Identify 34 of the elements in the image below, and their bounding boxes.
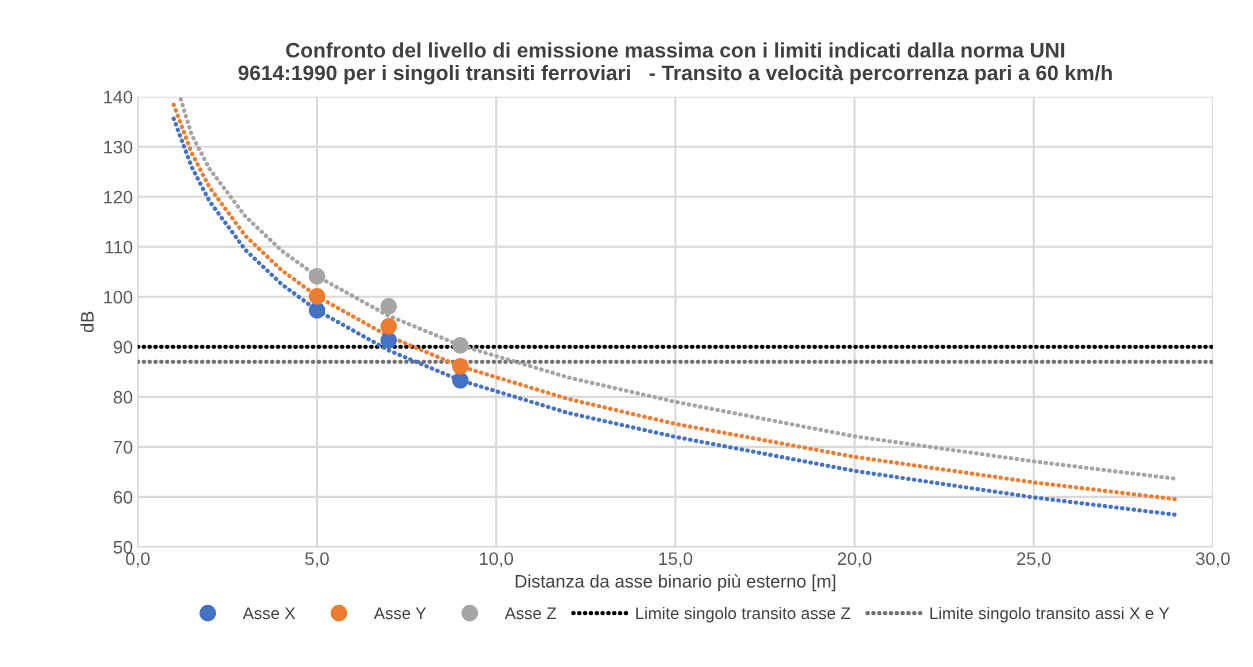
point (380, 297, 398, 315)
point (452, 337, 469, 354)
x-tick-label: 0,0 (125, 552, 150, 568)
point (380, 332, 398, 349)
point (452, 358, 469, 375)
legend-label: Asse Y (373, 607, 427, 620)
legend-label: Limite singolo transito asse Z (636, 606, 851, 623)
y-tick-label: 100 (104, 290, 133, 304)
legend-label: Asse Z (504, 607, 557, 620)
point (308, 287, 326, 305)
y-tick-label: 120 (104, 190, 133, 204)
x-tick-label: 25,0 (1017, 552, 1051, 568)
legend-label: Limite singolo transito assi X e Y (930, 606, 1170, 623)
y-tick-label: 50 (113, 540, 133, 554)
x-axis-title: Distanza da asse binario più esterno [m] (515, 574, 836, 592)
chart-title: Confronto del livello di emissione massima con i limiti indicati dalla norma UNI 9614:1990 per i singoli transiti ferroviari - Transito a velocità percorrenza pari a 60 km/h (238, 42, 1112, 85)
y-tick-label: 70 (113, 440, 133, 454)
y-tick-label: 90 (113, 340, 133, 354)
y-tick-label: 60 (113, 490, 133, 504)
point (308, 267, 326, 285)
x-tick-label: 30,0 (1196, 552, 1230, 568)
y-tick-label: 140 (104, 90, 133, 104)
x-tick-label: 10,0 (480, 552, 514, 568)
point (308, 301, 326, 319)
y-axis-title: dB (80, 311, 94, 333)
y-tick-label: 110 (105, 240, 133, 254)
point (380, 317, 398, 335)
x-tick-label: 5,0 (305, 552, 329, 568)
y-tick-label: 130 (104, 140, 133, 154)
x-tick-label: 15,0 (659, 552, 693, 568)
legend-label: Asse X (242, 607, 296, 620)
y-tick-label: 80 (113, 390, 133, 404)
point (452, 372, 469, 389)
x-tick-label: 20,0 (837, 552, 872, 568)
